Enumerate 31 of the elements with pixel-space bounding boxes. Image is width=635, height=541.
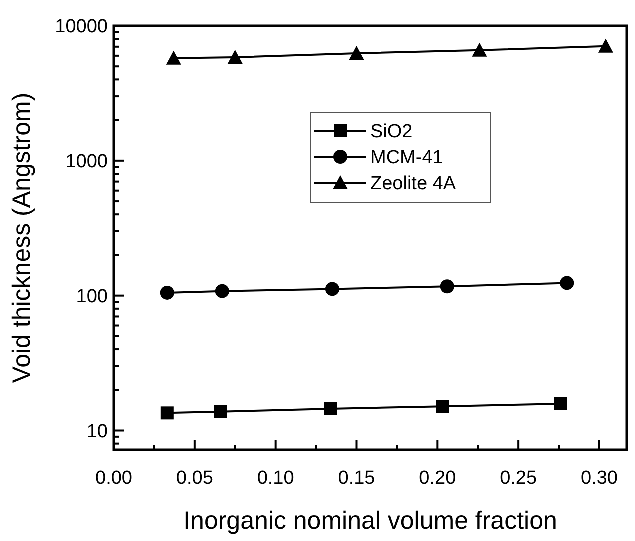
point <box>436 400 450 414</box>
x-tick-label: 0.30 <box>580 468 618 489</box>
x-tick-label: 0.05 <box>176 468 214 489</box>
x-tick-label: 0.00 <box>96 468 132 489</box>
point <box>215 284 230 298</box>
x-tick-label: 0.20 <box>419 468 456 489</box>
point <box>160 286 174 300</box>
y-tick-label: 1000 <box>66 152 108 173</box>
point <box>166 50 182 65</box>
legend-label: SiO2 <box>370 122 413 143</box>
legend-label: MCM-41 <box>370 148 444 169</box>
point <box>472 42 488 57</box>
x-tick-label: 0.25 <box>500 468 538 489</box>
point <box>349 46 364 60</box>
x-tick-label: 0.15 <box>338 468 376 489</box>
point <box>160 406 174 420</box>
point <box>324 402 338 416</box>
x-tick-label: 0.10 <box>257 468 294 489</box>
point <box>440 280 454 294</box>
point <box>214 405 228 418</box>
y-axis-title: Void thickness (Angstrom) <box>8 92 36 384</box>
x-axis-title: Inorganic nominal volume fraction <box>184 507 558 535</box>
y-tick-label: 100 <box>76 286 108 308</box>
legend-label: Zeolite 4A <box>370 174 456 195</box>
y-tick-label: 10 <box>86 421 108 442</box>
point <box>325 282 340 296</box>
point <box>560 276 574 290</box>
point <box>598 38 614 53</box>
y-tick-label: 10000 <box>55 16 108 38</box>
point <box>554 397 568 410</box>
point <box>228 50 243 64</box>
